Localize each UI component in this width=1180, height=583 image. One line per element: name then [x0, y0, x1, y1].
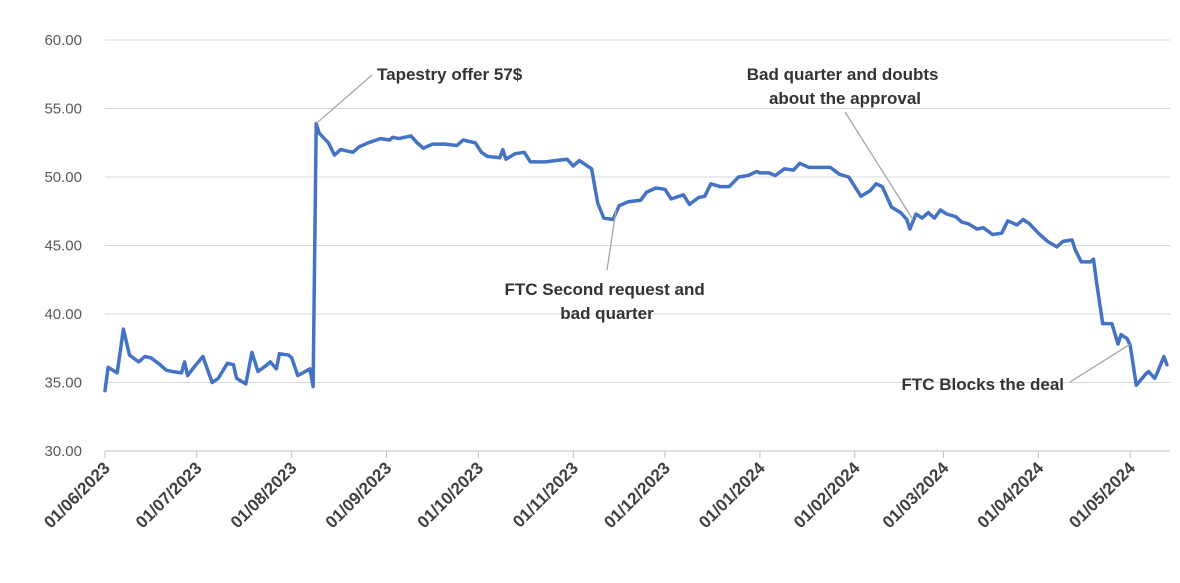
y-tick-label: 55.00 — [44, 101, 82, 118]
annotation-leader-tapestry — [315, 74, 373, 125]
annotation-line: about the approval — [769, 89, 921, 108]
annotation-line: Bad quarter and doubts — [747, 65, 939, 84]
x-tick-label: 01/09/2023 — [322, 458, 396, 532]
annotation-leader-ftc-second-request — [606, 209, 617, 271]
y-tick-label: 60.00 — [44, 32, 82, 49]
x-tick-label: 01/01/2024 — [695, 458, 769, 532]
annotation-line: Tapestry offer 57$ — [377, 65, 523, 84]
x-tick-label: 01/06/2023 — [40, 458, 114, 532]
annotation-leader-bad-quarter-doubts — [844, 111, 914, 220]
x-tick-label: 01/04/2024 — [974, 458, 1048, 532]
x-tick-label: 01/02/2024 — [790, 458, 864, 532]
annotation-tapestry-offer: Tapestry offer 57$ — [377, 65, 523, 84]
annotation-ftc-second-request: FTC Second request and bad quarter — [505, 280, 710, 323]
annotation-line: FTC Blocks the deal — [902, 375, 1064, 394]
y-tick-label: 40.00 — [44, 306, 82, 323]
annotation-leader-ftc-blocks — [1069, 343, 1131, 383]
x-tick-label: 01/07/2023 — [132, 458, 206, 532]
x-tick-label: 01/05/2024 — [1065, 458, 1139, 532]
x-tick-label: 01/10/2023 — [414, 458, 488, 532]
y-tick-label: 45.00 — [44, 238, 82, 255]
price-series-line — [103, 121, 1169, 393]
x-tick-label: 01/08/2023 — [227, 458, 301, 532]
annotation-line: bad quarter — [560, 304, 654, 323]
y-tick-label: 30.00 — [44, 443, 82, 460]
x-tick-label: 01/12/2023 — [600, 458, 674, 532]
x-tick-label: 01/11/2023 — [509, 458, 582, 531]
annotation-bad-quarter-doubts: Bad quarter and doubts about the approva… — [747, 65, 943, 108]
y-tick-label: 35.00 — [44, 375, 82, 392]
annotation-ftc-blocks-deal: FTC Blocks the deal — [902, 375, 1064, 394]
annotation-line: FTC Second request and — [505, 280, 705, 299]
y-tick-label: 50.00 — [44, 169, 82, 186]
x-tick-label: 01/03/2024 — [879, 458, 953, 532]
